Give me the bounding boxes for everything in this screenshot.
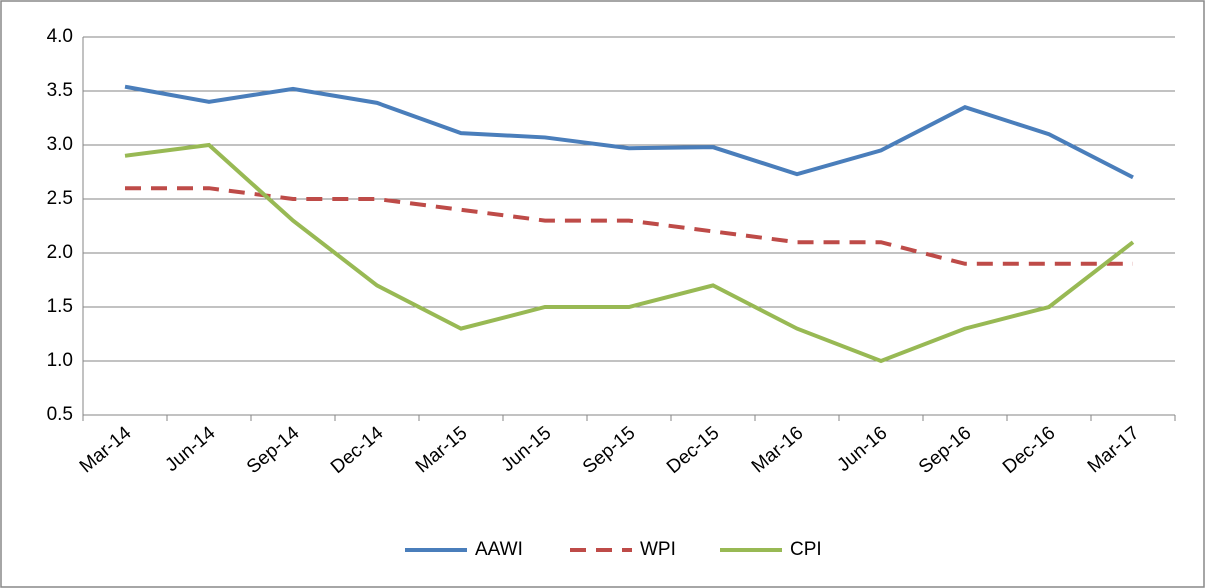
y-tick-label: 2.0 [47, 242, 73, 263]
y-tick-label: 3.0 [47, 134, 73, 155]
legend-label: CPI [790, 539, 822, 560]
legend-label: AAWI [475, 539, 523, 560]
y-tick-label: 1.0 [47, 350, 73, 371]
series-line [124, 84, 1134, 180]
y-tick-label: 2.5 [47, 188, 73, 209]
y-tick-label: 4.0 [47, 26, 73, 47]
legend-label: WPI [640, 539, 676, 560]
series-line [124, 142, 1135, 364]
y-tick-label: 1.5 [47, 296, 73, 317]
series-line [125, 186, 1133, 266]
y-tick-label: 3.5 [47, 80, 73, 101]
y-tick-label: 0.5 [47, 404, 73, 425]
